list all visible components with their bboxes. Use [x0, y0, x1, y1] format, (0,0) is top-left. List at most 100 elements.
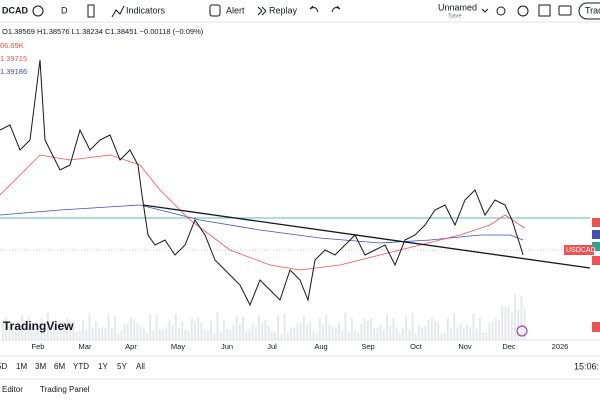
axis-tag — [592, 242, 600, 251]
time-label: Apr — [125, 342, 137, 351]
volume-bar — [226, 328, 228, 340]
volume-bar — [405, 316, 408, 340]
volume-bar — [379, 324, 382, 340]
indicators-button[interactable]: Indicators — [126, 5, 166, 15]
volume-bar — [200, 322, 203, 340]
volume-bar — [322, 325, 324, 340]
volume-bar — [517, 309, 520, 340]
panel-tab[interactable]: Editor — [2, 385, 23, 394]
settings-icon[interactable] — [517, 5, 529, 17]
range-button[interactable]: 5D — [0, 362, 7, 371]
volume-bar — [11, 325, 14, 340]
replay-button[interactable]: Replay — [269, 5, 298, 15]
time-label: Dec — [502, 342, 516, 351]
search-icon[interactable] — [496, 6, 506, 16]
event-icon[interactable] — [516, 325, 528, 337]
volume-bar — [520, 295, 523, 340]
time-label: Aug — [314, 342, 327, 351]
add-symbol-icon[interactable] — [32, 5, 44, 17]
alert-icon[interactable] — [209, 4, 221, 17]
range-button[interactable]: 3M — [35, 362, 46, 371]
volume-bar — [123, 323, 126, 340]
replay-icon[interactable] — [257, 6, 267, 16]
range-button[interactable]: 1M — [16, 362, 27, 371]
alert-button[interactable]: Alert — [226, 5, 245, 15]
volume-bar — [56, 328, 59, 340]
volume-bar — [280, 333, 283, 340]
volume-bar — [354, 330, 356, 340]
volume-bar — [389, 325, 392, 340]
range-button[interactable]: 6M — [54, 362, 65, 371]
volume-bar — [133, 319, 136, 340]
panel-tab[interactable]: Trading Panel — [40, 385, 90, 394]
volume-bar — [184, 329, 187, 340]
range-button[interactable]: 5Y — [117, 362, 127, 371]
volume-bar — [264, 320, 267, 340]
volume-bar — [162, 329, 164, 340]
volume-bar — [363, 318, 366, 340]
volume-bar — [424, 325, 427, 340]
symbol[interactable]: DCAD — [2, 5, 28, 15]
range-button[interactable]: YTD — [73, 362, 89, 371]
volume-bar — [194, 321, 196, 340]
undo-icon[interactable] — [309, 5, 319, 13]
volume-bar — [88, 312, 91, 340]
screenshot-icon[interactable] — [558, 5, 572, 16]
redo-icon[interactable] — [331, 5, 341, 13]
volume-bar — [59, 327, 62, 340]
volume-bar — [178, 328, 180, 340]
volume-bar — [114, 316, 116, 340]
volume-bar — [370, 317, 372, 340]
volume-bar — [120, 330, 123, 340]
volume-bar — [155, 314, 158, 340]
volume-bar — [302, 315, 305, 340]
volume-bar — [78, 330, 81, 340]
trade-button-frame[interactable] — [578, 2, 600, 20]
interval[interactable]: D — [61, 5, 68, 15]
volume-bar — [232, 325, 235, 340]
volume-bar — [110, 328, 113, 340]
symbol-tag — [564, 245, 594, 255]
volume-bar — [398, 333, 401, 340]
volume-bar — [485, 333, 488, 340]
volume-bar — [411, 313, 414, 340]
volume-bar — [149, 314, 152, 340]
volume-bar — [386, 314, 388, 340]
volume-bar — [293, 326, 296, 340]
volume-bar — [213, 333, 216, 340]
layout-name[interactable]: Unnamed — [438, 2, 477, 12]
logo[interactable]: TradingView — [3, 319, 74, 333]
volume-bar — [142, 328, 145, 340]
volume-bar — [101, 327, 104, 340]
volume-bar — [126, 323, 129, 340]
volume-bar — [94, 321, 97, 340]
volume-legend: 06.69K — [0, 41, 24, 50]
volume-bar — [238, 324, 241, 340]
volume-bar — [523, 308, 526, 340]
trade-button[interactable]: Trad — [585, 5, 600, 15]
volume-bar — [168, 320, 171, 340]
volume-bar — [360, 323, 363, 340]
price-series — [0, 59, 524, 307]
volume-bar — [85, 329, 88, 340]
range-button[interactable]: All — [136, 362, 145, 371]
volume-bar — [37, 328, 40, 340]
fullscreen-icon[interactable] — [538, 4, 551, 17]
chart-type-icon[interactable] — [87, 4, 95, 18]
volume-bar — [286, 331, 289, 340]
volume-bar — [350, 318, 353, 340]
volume-bar — [408, 329, 411, 340]
indicators-icon[interactable] — [111, 5, 125, 18]
volume-bar — [187, 330, 190, 340]
volume-bar — [91, 327, 94, 340]
layout-dropdown[interactable] — [481, 8, 489, 13]
volume-bar — [357, 332, 360, 340]
volume-bar — [306, 324, 308, 340]
time-label: Nov — [458, 342, 472, 351]
volume-bar — [459, 324, 462, 340]
volume-bar — [40, 318, 43, 340]
time-axis: Feb Mar Apr May Jun Jul Aug Sep Oct Nov Dec 2026 — [32, 342, 569, 351]
symbol-tag-label: USDCAD — [566, 247, 596, 254]
range-button[interactable]: 1Y — [98, 362, 108, 371]
volume-bar — [34, 332, 36, 340]
